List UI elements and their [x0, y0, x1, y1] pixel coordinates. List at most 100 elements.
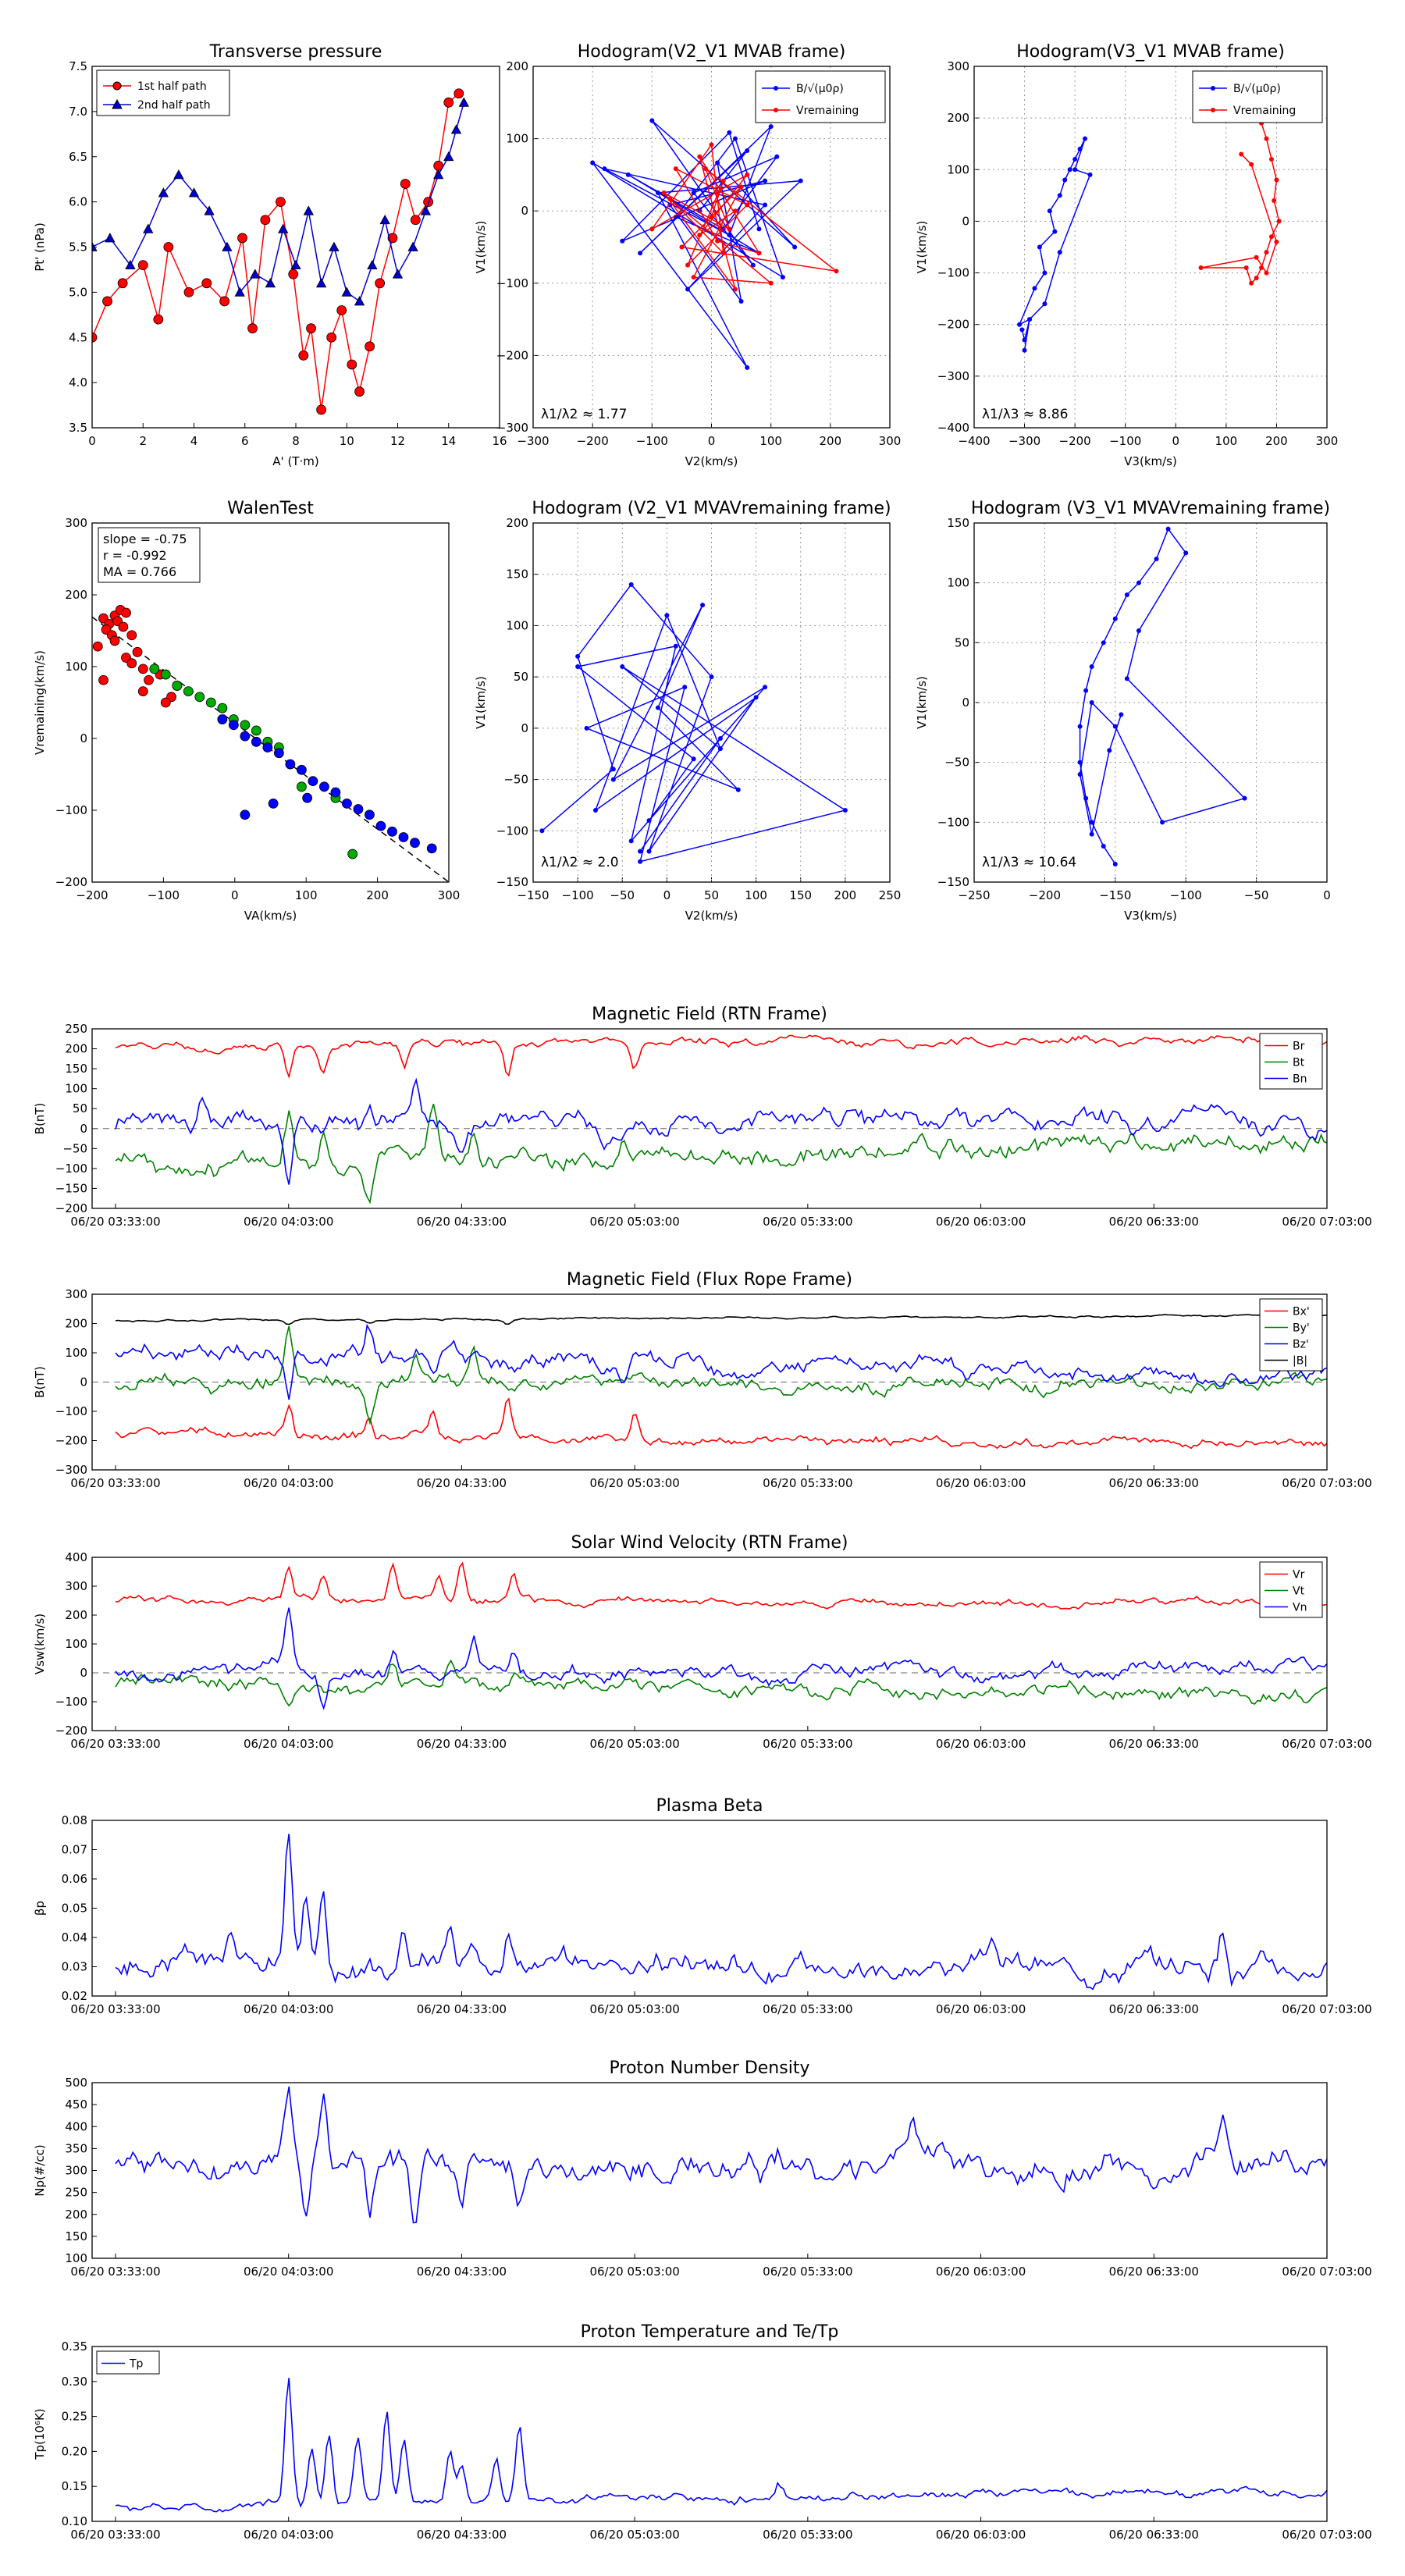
- tp-xtick-label: 06/20 07:03:00: [1282, 2528, 1371, 2542]
- hodo3-point: [575, 664, 581, 669]
- walen-point: [410, 838, 420, 849]
- tp-ytick-label: 0.20: [62, 2444, 87, 2458]
- hodo4-point: [1242, 795, 1247, 801]
- hodo3-ytick-label: −150: [496, 875, 528, 889]
- frope-xtick-label: 06/20 04:33:00: [417, 1476, 507, 1490]
- walen-title: WalenTest: [227, 499, 314, 518]
- bfield-ytick-label: 200: [65, 1042, 87, 1056]
- hodo4-point: [1112, 724, 1118, 729]
- pt-point: [204, 205, 215, 215]
- hodo2-point: [1022, 347, 1027, 353]
- hodo3-point: [682, 685, 688, 690]
- hodo4-point: [1165, 526, 1171, 532]
- np-xtick-label: 06/20 05:03:00: [589, 2265, 679, 2279]
- pt-ytick-label: 5.0: [69, 285, 87, 299]
- hodo2-point: [1072, 167, 1078, 173]
- pt-point: [458, 97, 469, 107]
- frope-ytick-label: 200: [65, 1317, 87, 1331]
- walen-point: [217, 714, 228, 724]
- pt-xtick-label: 10: [340, 434, 354, 448]
- bfield-xtick-label: 06/20 04:03:00: [244, 1215, 333, 1229]
- hodo3-point: [717, 736, 723, 741]
- hodo2-point: [1239, 151, 1244, 157]
- frope-xtick-label: 06/20 05:03:00: [589, 1476, 679, 1490]
- hodo4-ytick-label: −50: [944, 756, 969, 770]
- walen-point: [347, 849, 358, 859]
- walen-point: [194, 692, 205, 703]
- frope-ytick-label: −100: [55, 1404, 87, 1418]
- hodo2-legend-marker: [1211, 108, 1215, 112]
- walen-point: [137, 664, 148, 674]
- walen-stats-box: [98, 527, 201, 583]
- hodo2-point: [1264, 136, 1269, 141]
- frope-ytick-label: 0: [80, 1375, 87, 1389]
- hodo1-point: [720, 178, 726, 183]
- frope-legend-label: |B|: [1293, 1355, 1307, 1368]
- hodo1-point: [673, 166, 678, 172]
- tp-xtick-label: 06/20 04:03:00: [244, 2528, 333, 2542]
- hodo1-ytick-label: 100: [506, 132, 528, 146]
- hodo2-point: [1268, 234, 1274, 240]
- walen-point: [296, 781, 307, 792]
- frope-ytick-label: 300: [65, 1287, 87, 1301]
- walen-point: [273, 748, 284, 759]
- hodo3-series-0-line: [541, 583, 847, 863]
- tp-xtick-label: 06/20 04:33:00: [417, 2528, 507, 2542]
- hodo2-point: [1198, 265, 1204, 270]
- pt-point: [143, 223, 154, 233]
- hodo2-xtick-label: 200: [1265, 434, 1288, 448]
- hodo2-point: [1249, 280, 1254, 286]
- np-ylabel: Np(#/cc): [33, 2144, 47, 2197]
- walen-point: [330, 787, 341, 798]
- beta-ytick-label: 0.05: [62, 1902, 87, 1916]
- hodo1-series-1-line: [651, 143, 839, 290]
- hodo4-ytick-label: 50: [955, 635, 969, 649]
- walen-point: [160, 697, 171, 708]
- frope-panel: Magnetic Field (Flux Rope Frame) −300 −200…: [33, 1270, 1372, 1490]
- beta-frame: [91, 1820, 1328, 1997]
- np-series-0-line: [115, 2086, 1327, 2224]
- hodo4-point: [1183, 550, 1189, 556]
- walen-point: [109, 635, 120, 646]
- pt-point: [443, 151, 454, 162]
- hodo3-point: [584, 725, 589, 731]
- hodo2-point: [1067, 167, 1072, 173]
- hodo2-point: [1254, 276, 1259, 281]
- pt-point: [375, 278, 386, 289]
- hodo2-ratio: λ1/λ3 ≈ 8.86: [982, 407, 1068, 422]
- hodo2-point: [1083, 136, 1088, 141]
- frope-legend-label: By': [1293, 1322, 1310, 1335]
- pt-ytick-label: 4.5: [69, 330, 87, 344]
- walen-ylabel: Vremaining(km/s): [33, 650, 47, 755]
- beta-plot-area: [115, 1834, 1327, 1991]
- hodo2-point: [1272, 197, 1277, 203]
- beta-ytick-label: 0.02: [62, 1989, 87, 2003]
- walen-point: [137, 686, 148, 697]
- vsw-panel: Solar Wind Velocity (RTN Frame) −200 −100 0…: [33, 1533, 1372, 1751]
- tp-ytick-label: 0.30: [62, 2375, 87, 2389]
- walen-point: [308, 776, 318, 787]
- np-frame: [91, 2082, 1328, 2259]
- bfield-ylabel: B(nT): [33, 1103, 47, 1135]
- beta-ytick-label: 0.07: [62, 1843, 87, 1857]
- pt-point: [367, 259, 378, 270]
- hodo3-point: [610, 767, 616, 772]
- walen-point: [240, 809, 251, 820]
- vsw-legend-label: Vr: [1293, 1569, 1305, 1582]
- vsw-xtick-label: 06/20 04:03:00: [244, 1737, 333, 1751]
- hodo1-ytick-label: −100: [496, 276, 528, 290]
- pt-series-1-line: [92, 102, 465, 303]
- frope-ytick-label: −300: [55, 1463, 87, 1477]
- hodo1-point: [602, 166, 607, 172]
- beta-xtick-label: 06/20 06:03:00: [936, 2002, 1026, 2016]
- hodo1-xtick-label: 300: [879, 434, 902, 448]
- hodo1-point: [745, 365, 750, 370]
- hodo2-point: [1268, 157, 1274, 162]
- hodo1-point: [709, 214, 714, 219]
- walen-ytick-label: −100: [55, 803, 87, 817]
- pt-point: [137, 260, 148, 271]
- hodo2-legend-marker: [1211, 86, 1215, 91]
- walen-ytick-label: 200: [65, 588, 87, 602]
- pt-point: [379, 214, 390, 225]
- frope-ytick-label: −200: [55, 1434, 87, 1448]
